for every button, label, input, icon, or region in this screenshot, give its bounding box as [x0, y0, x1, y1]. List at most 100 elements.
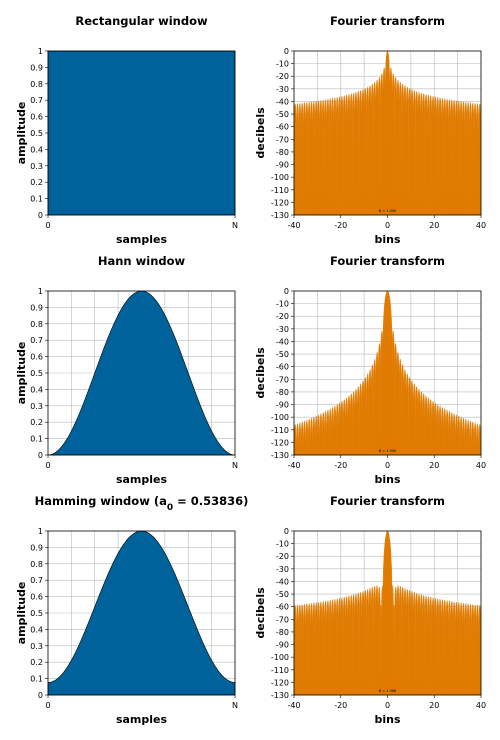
x-tick-label: N [232, 701, 238, 710]
x-tick-label: -20 [334, 701, 347, 710]
y-axis-label: amplitude [15, 102, 28, 165]
x-axis-label: bins [374, 233, 400, 246]
y-tick-label: 0.8 [30, 80, 43, 89]
x-tick-label: N [232, 221, 238, 230]
y-tick-label: -10 [276, 540, 289, 549]
y-tick-label: -130 [271, 211, 289, 220]
y-tick-label: 0.1 [30, 435, 43, 444]
x-tick-label: -20 [334, 221, 347, 230]
y-tick-label: 0.6 [30, 593, 43, 602]
y-tick-label: -130 [271, 691, 289, 700]
y-tick-label: 0.1 [30, 675, 43, 684]
y-tick-label: 0.4 [30, 385, 43, 394]
chart-title-tail-4: = 0.53836) [173, 494, 248, 508]
y-tick-label: 0.4 [30, 145, 43, 154]
spectrum-area-3 [293, 290, 482, 456]
x-tick-label: 20 [429, 461, 439, 470]
y-tick-label: 0.6 [30, 353, 43, 362]
y-tick-label: 0 [284, 47, 289, 56]
y-tick-label: -40 [276, 577, 289, 586]
x-axis-label: bins [374, 713, 400, 726]
y-tick-label: 1 [38, 47, 43, 56]
y-tick-label: 0 [38, 451, 43, 460]
y-tick-label: -110 [271, 426, 289, 435]
y-tick-label: 0 [38, 691, 43, 700]
y-tick-label: 1 [38, 287, 43, 296]
y-tick-label: -60 [276, 123, 289, 132]
y-tick-label: -90 [276, 161, 289, 170]
y-tick-label: -70 [276, 375, 289, 384]
y-tick-label: 0.3 [30, 162, 43, 171]
x-axis-label: samples [116, 473, 168, 486]
y-tick-label: -30 [276, 325, 289, 334]
spectrum-area-1 [293, 50, 482, 216]
y-tick-label: -40 [276, 337, 289, 346]
chart-title-1: Fourier transform [330, 14, 445, 28]
x-tick-label: 0 [45, 701, 50, 710]
x-axis-label: samples [116, 713, 168, 726]
chart-title-text-2: Hann window [98, 254, 186, 268]
y-tick-label: 0.6 [30, 113, 43, 122]
y-tick-label: -100 [271, 653, 289, 662]
y-tick-label: -130 [271, 451, 289, 460]
bandwidth-annotation: B = 1.500 [379, 449, 397, 453]
y-axis-label: decibels [254, 347, 267, 399]
x-tick-label: 0 [45, 461, 50, 470]
x-tick-label: -20 [334, 461, 347, 470]
y-tick-label: 0.9 [30, 303, 43, 312]
spectrum-plot-3: B = 1.500 0 -10 -20 -30 -40 -50 -60 -70 -80 -90 -10… [254, 287, 486, 486]
chart-title-5: Fourier transform [330, 494, 445, 508]
x-tick-label: N [232, 461, 238, 470]
y-tick-label: -110 [271, 666, 289, 675]
y-tick-label: -100 [271, 173, 289, 182]
y-tick-label: 1 [38, 527, 43, 536]
x-tick-label: -40 [287, 461, 300, 470]
spectrum-plot-5: B = 1.368 0 -10 -20 -30 -40 -50 -60 -70 -80 -90 -10… [254, 527, 486, 726]
y-tick-label: 0.5 [30, 609, 43, 618]
y-tick-label: -50 [276, 110, 289, 119]
y-tick-label: -110 [271, 186, 289, 195]
y-tick-label: -80 [276, 388, 289, 397]
y-tick-label: 0 [284, 527, 289, 536]
y-tick-label: -20 [276, 312, 289, 321]
chart-title-3: Fourier transform [330, 254, 445, 268]
chart-title-subscript-4: 0 [167, 503, 173, 513]
y-tick-label: 0.7 [30, 96, 43, 105]
y-tick-label: 0.2 [30, 178, 43, 187]
y-tick-label: -80 [276, 148, 289, 157]
y-axis-label: decibels [254, 107, 267, 159]
spectrum-plot-1: B = 1.000 0 -10 -20 -30 -40 -50 -60 -70 -80 -90 -10… [254, 47, 486, 246]
y-tick-label: -10 [276, 60, 289, 69]
y-tick-label: -120 [271, 678, 289, 687]
y-tick-label: -100 [271, 413, 289, 422]
y-axis-label: amplitude [15, 582, 28, 645]
y-tick-label: 0.8 [30, 560, 43, 569]
y-axis-label: decibels [254, 587, 267, 639]
x-tick-label: 40 [476, 701, 486, 710]
y-tick-label: 0.7 [30, 336, 43, 345]
y-tick-label: -30 [276, 85, 289, 94]
y-tick-label: 0 [38, 211, 43, 220]
y-tick-label: -30 [276, 565, 289, 574]
y-tick-label: -60 [276, 603, 289, 612]
x-axis-label: samples [116, 233, 168, 246]
y-tick-label: -120 [271, 198, 289, 207]
y-tick-label: 0.2 [30, 658, 43, 667]
y-tick-label: 0.3 [30, 402, 43, 411]
y-tick-label: 0.2 [30, 418, 43, 427]
y-tick-label: -50 [276, 590, 289, 599]
chart-title-0: Rectangular window [75, 14, 208, 28]
y-tick-label: 0.4 [30, 625, 43, 634]
y-tick-label: -10 [276, 300, 289, 309]
y-tick-label: -20 [276, 552, 289, 561]
chart-title-text-4: Hamming window (a [35, 494, 167, 508]
y-tick-label: 0.9 [30, 63, 43, 72]
x-tick-label: 0 [385, 461, 390, 470]
x-tick-label: 0 [385, 701, 390, 710]
chart-title-text-3: Fourier transform [330, 254, 445, 268]
y-tick-label: 0.9 [30, 543, 43, 552]
chart-title-text-1: Fourier transform [330, 14, 445, 28]
